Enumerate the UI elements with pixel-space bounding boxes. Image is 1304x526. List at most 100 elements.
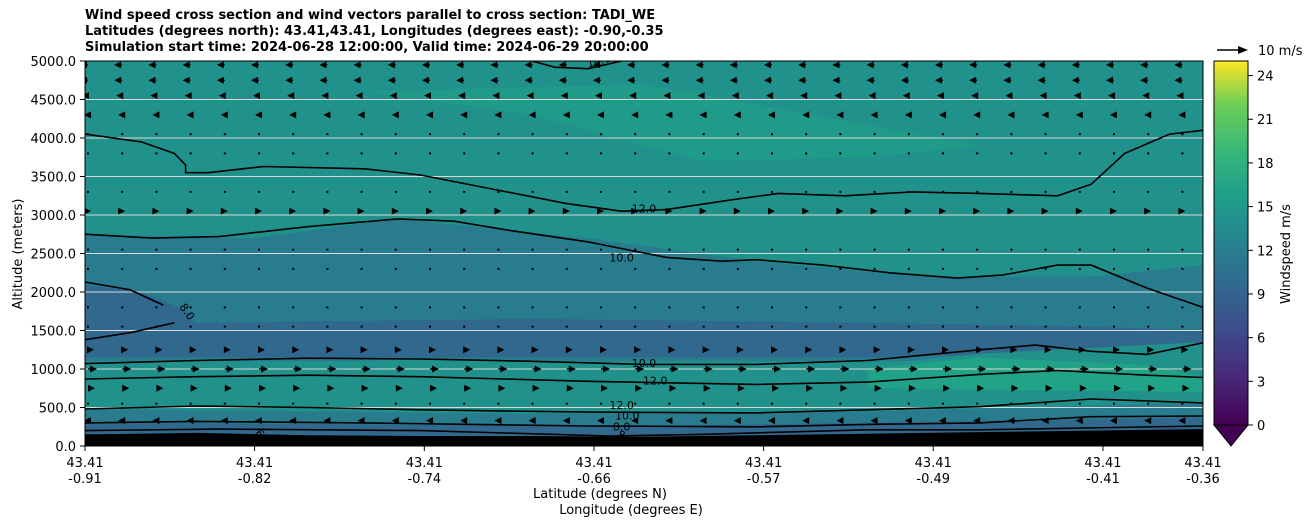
wind-vector [634,152,637,155]
wind-vector [565,190,568,193]
wind-vector [597,111,604,119]
wind-vector [565,306,568,309]
wind-vector [152,207,160,215]
wind-vector [565,402,568,405]
wind-vector [562,417,570,425]
wind-vector [703,384,711,392]
wind-vector [699,207,707,215]
wind-vector [562,111,570,119]
wind-vector [634,190,637,193]
wind-vector [798,76,806,84]
wind-vector [736,306,739,309]
wind-vector [595,92,602,100]
wind-vector [805,346,813,354]
contour-labels: 14.012.010.08.010.012.012.010.08.06 8 [177,61,668,442]
wind-vector [900,61,908,69]
wind-vector [326,152,329,155]
wind-vector [189,267,192,270]
wind-vector [528,207,536,215]
wind-vector [319,61,327,69]
wind-vector [736,402,739,405]
wind-vector [737,384,745,392]
wind-vector [220,417,228,425]
wind-vector [531,190,534,193]
wind-vector [223,190,226,193]
wind-vector [631,111,639,119]
contour-label: 12.0 [643,374,668,387]
y-tick-label: 3000.0 [31,209,77,224]
wind-vector [1113,190,1115,193]
wind-vector [771,267,773,270]
wind-vector [118,207,126,215]
wind-vector [1045,384,1053,392]
wind-vector [1110,417,1117,425]
wind-vector [223,402,226,405]
wind-vector [560,92,568,100]
wind-vector [189,325,192,328]
wind-vector [739,365,747,373]
wind-vector [1182,384,1190,392]
wind-vector [971,92,979,100]
wind-vector [152,417,160,425]
wind-vector [943,384,950,392]
wind-vector [326,133,329,136]
wind-vector [258,346,265,354]
wind-vector [361,384,369,392]
wind-vector [394,267,397,270]
wind-vector [873,152,876,155]
wind-vector [1147,267,1150,270]
wind-vector [85,111,91,119]
wind-vector [389,92,397,100]
x-axis-label-longitude: Longitude (degrees E) [559,503,703,518]
wind-vector [456,61,464,69]
wind-vector [1113,306,1115,309]
contour-label: 10.0 [632,357,657,370]
wind-vector [668,133,671,136]
colorbar-tick-label: 6 [1257,332,1265,347]
wind-vector [90,365,97,373]
wind-vector [186,207,194,215]
wind-vector [326,402,329,405]
wind-vector [634,346,642,354]
wind-vector [771,248,773,251]
wind-vector [601,384,608,392]
colorbar-tick-label: 0 [1257,419,1265,434]
wind-vector [531,152,534,155]
wind-vector [668,402,671,405]
wind-vector [121,402,124,405]
plot-area: 14.012.010.08.010.012.012.010.08.06 8 [85,61,1203,446]
wind-vector [1037,61,1045,69]
wind-vector [834,92,842,100]
wind-vector [634,306,637,309]
wind-vector [432,365,439,373]
wind-vector [463,152,466,155]
wind-vector [531,325,534,328]
wind-vector [969,61,977,69]
x-tick-label-lon: -0.57 [747,472,781,487]
wind-vector [152,111,160,119]
wind-vector [258,267,260,270]
wind-vector [357,111,365,119]
wind-vector [1078,133,1081,136]
wind-vector [424,92,431,100]
wind-vector [456,76,464,84]
wind-vector [873,190,876,193]
wind-vector [565,152,568,155]
wind-vector [907,402,910,405]
wind-vector [935,61,942,69]
wind-vector [289,417,297,425]
wind-vector [1041,207,1049,215]
wind-vector [634,133,637,136]
wind-vector [939,417,946,425]
wind-vector [1044,133,1047,136]
wind-vector [391,111,399,119]
wind-vector [1184,365,1192,373]
wind-vector [839,152,842,155]
wind-vector [600,248,602,251]
wind-vector [904,207,912,215]
wind-vector [426,111,433,119]
wind-vector [805,402,808,405]
wind-vector [531,267,534,270]
wind-vector [1010,248,1013,251]
wind-vector [189,133,192,136]
